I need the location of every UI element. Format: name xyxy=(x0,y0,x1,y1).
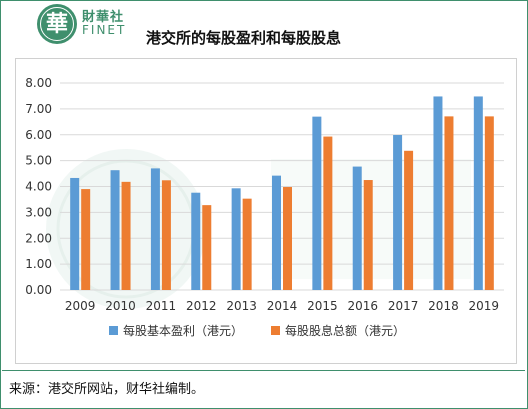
bar-dps xyxy=(202,205,212,290)
bar-eps xyxy=(110,170,120,290)
bar-eps xyxy=(272,175,281,290)
logo-english-name: FINET xyxy=(82,23,127,37)
y-tick-label: 0.00 xyxy=(25,283,52,297)
bar-eps xyxy=(433,96,443,290)
bar-dps xyxy=(121,181,131,290)
bar-eps xyxy=(473,96,483,290)
bar-dps xyxy=(161,180,171,290)
x-tick-label: 2013 xyxy=(226,299,257,313)
bar-eps xyxy=(150,168,160,290)
x-tick-label: 2014 xyxy=(267,299,298,313)
y-tick-label: 2.00 xyxy=(25,231,52,245)
x-tick-label: 2012 xyxy=(186,299,217,313)
x-tick-label: 2015 xyxy=(307,299,338,313)
bar-dps xyxy=(363,180,373,290)
bar-dps xyxy=(242,198,252,290)
bar-eps xyxy=(231,188,241,290)
header: 華 財華社 FINET 港交所的每股盈利和每股股息 xyxy=(0,0,528,50)
legend-label-dps: 每股股息总额（港元） xyxy=(285,323,405,338)
y-tick-label: 4.00 xyxy=(25,180,52,194)
y-tick-label: 3.00 xyxy=(25,205,52,219)
finet-logo-icon: 華 xyxy=(37,4,77,44)
logo-seal-ring xyxy=(40,7,74,41)
bar-eps xyxy=(191,192,201,290)
logo-seal-character: 華 xyxy=(45,11,68,37)
legend-label-eps: 每股基本盈利（港元） xyxy=(123,323,243,338)
x-tick-label: 2017 xyxy=(388,299,419,313)
chart-panel: 0.00 1.00 2.00 3.00 4.00 5.00 6.00 7.00 8.00 2009… xyxy=(15,58,517,364)
bar-chart: 0.00 1.00 2.00 3.00 4.00 5.00 6.00 7.00 8.00 2009… xyxy=(25,76,504,338)
chart-title: 港交所的每股盈利和每股股息 xyxy=(146,29,342,47)
bar-dps xyxy=(323,136,333,290)
y-tick-label: 1.00 xyxy=(25,257,52,271)
bar-dps xyxy=(283,187,292,290)
source-note: 来源：港交所网站，财华社编制。 xyxy=(9,382,205,397)
bar-dps xyxy=(81,189,91,290)
bar-eps xyxy=(393,135,403,290)
y-tick-label: 7.00 xyxy=(25,102,52,116)
legend-swatch-dps xyxy=(271,326,280,335)
x-tick-label: 2010 xyxy=(105,299,136,313)
bar-eps xyxy=(352,166,362,290)
x-tick-label: 2009 xyxy=(65,299,96,313)
bar-eps xyxy=(312,116,322,290)
x-tick-label: 2011 xyxy=(146,299,177,313)
y-tick-label: 8.00 xyxy=(25,76,52,90)
bar-dps xyxy=(484,116,494,290)
y-tick-label: 5.00 xyxy=(25,154,52,168)
x-tick-label: 2019 xyxy=(469,299,500,313)
x-tick-label: 2018 xyxy=(428,299,459,313)
footer-divider xyxy=(2,370,525,371)
bar-dps xyxy=(404,150,414,290)
y-tick-label: 6.00 xyxy=(25,128,52,142)
legend-swatch-eps xyxy=(109,326,118,335)
x-tick-label: 2016 xyxy=(347,299,378,313)
bar-dps xyxy=(444,116,454,290)
bar-eps xyxy=(70,177,80,290)
logo-chinese-name: 財華社 xyxy=(82,10,125,25)
